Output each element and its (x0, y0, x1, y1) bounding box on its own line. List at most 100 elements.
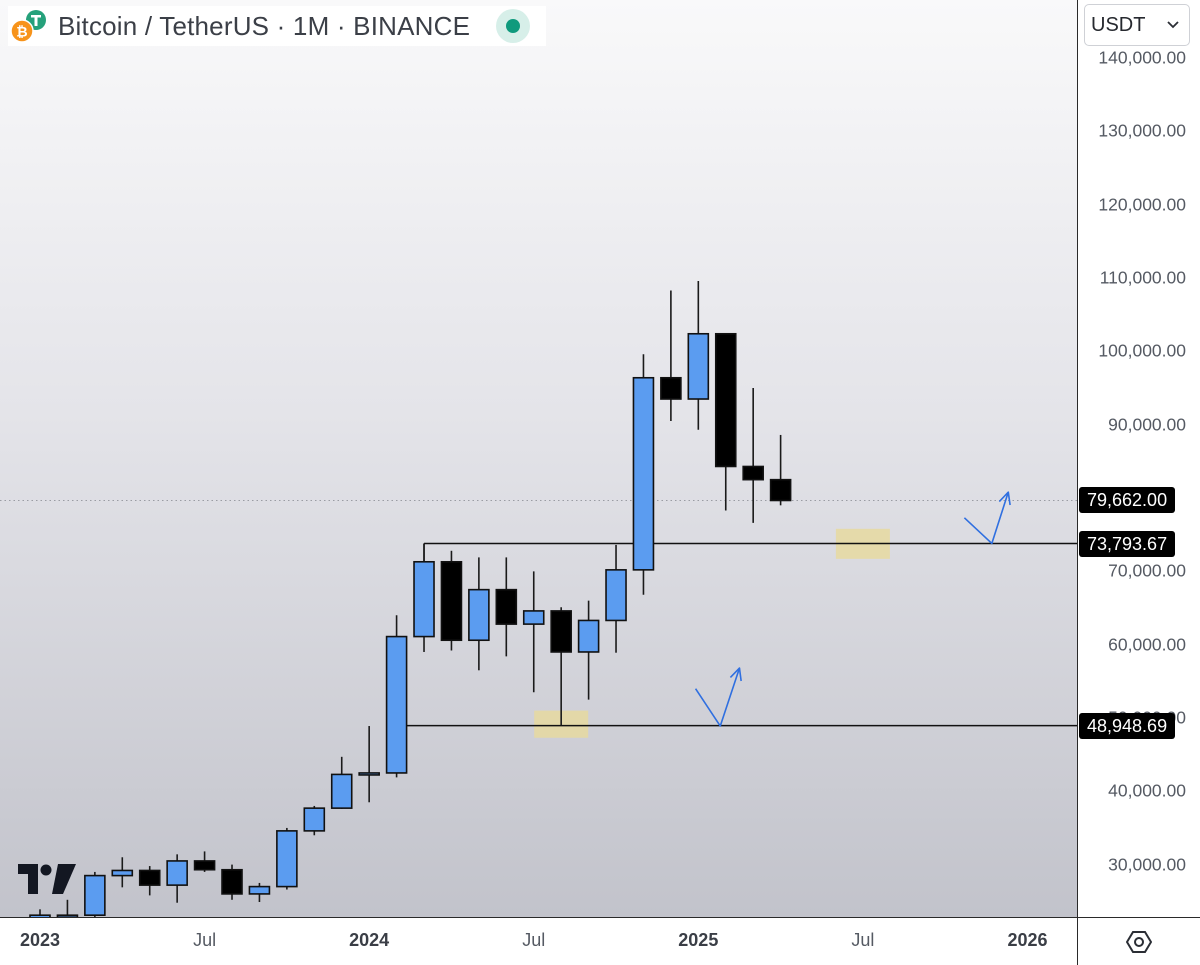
candle-2023-03 (84, 871, 106, 917)
candle-body-up (468, 588, 490, 642)
y-tick-label: 130,000.00 (1098, 120, 1186, 141)
candle-body-down (440, 560, 463, 642)
projection-arrow-1 (963, 491, 1011, 545)
candle-body-up (303, 807, 326, 832)
candle-body-down (495, 588, 518, 625)
candle-body-down (550, 610, 572, 653)
y-tick-label: 110,000.00 (1099, 267, 1186, 288)
y-tick-label: 120,000.00 (1098, 194, 1186, 215)
candle-body-up (522, 610, 545, 625)
candle-body-up (29, 914, 51, 917)
candle-2024-07 (522, 571, 545, 693)
candle-body-down (221, 868, 243, 895)
settings-corner[interactable] (1077, 917, 1200, 965)
candle-body-down (714, 332, 737, 468)
candle-2023-05 (138, 866, 161, 896)
candle-body-up (413, 560, 435, 638)
time-axis[interactable]: 2023 Jul 2024 Jul 2025 Jul 2026 (0, 917, 1077, 965)
chevron-down-icon (1167, 21, 1179, 29)
price-tag: 48,948.69 (1079, 712, 1176, 739)
x-tick-label: 2023 (19, 930, 61, 950)
candle-2023-02 (56, 899, 79, 917)
projection-arrow-0 (694, 667, 742, 727)
y-tick-label: 60,000.00 (1108, 634, 1186, 655)
market-status-indicator[interactable] (496, 9, 531, 43)
y-tick-label: 70,000.00 (1108, 560, 1186, 581)
chart-area[interactable] (0, 0, 1077, 917)
candle-body-down (193, 860, 216, 871)
candle-2024-10 (605, 544, 627, 653)
candle-2025-03 (742, 388, 764, 523)
candle-body-down (769, 478, 792, 502)
arrow-path (963, 491, 1010, 545)
candle-2024-11 (632, 354, 655, 595)
level-line-1 (395, 724, 1077, 744)
candle-2023-01 (29, 909, 51, 917)
pair-icons: ₿ (8, 9, 48, 43)
candle-2024-12 (660, 290, 682, 422)
candle-body-up (385, 635, 408, 774)
candle-2023-11 (303, 805, 326, 836)
candle-body-up (56, 914, 79, 917)
currency-label: USDT (1091, 13, 1146, 36)
arrow-head (998, 491, 1011, 506)
price-tag: 79,662.00 (1079, 487, 1176, 514)
candle-2024-05 (468, 557, 490, 671)
y-tick-label: 90,000.00 (1108, 414, 1186, 435)
candlestick-chart[interactable] (0, 0, 1077, 917)
candle-body-up (632, 376, 655, 571)
price-axis[interactable]: 30,000.0040,000.0050,000.0060,000.0070,0… (1077, 0, 1200, 917)
candle-2025-02 (714, 332, 737, 511)
symbol-legend: ₿ Bitcoin / TetherUS · 1M · BINANCE (8, 6, 547, 46)
candle-body-down (138, 869, 161, 886)
candle-2024-06 (495, 557, 518, 657)
candle-2023-06 (166, 854, 188, 903)
level-line-0 (423, 542, 1077, 562)
candle-body-up (84, 874, 106, 916)
price-tag: 73,793.67 (1079, 530, 1176, 557)
x-tick-label: Jul (851, 930, 875, 950)
candle-2024-03 (413, 543, 435, 652)
candle-2025-04 (769, 434, 792, 506)
x-tick-label: 2024 (349, 930, 390, 950)
candle-2025-01 (687, 280, 710, 430)
y-tick-label: 30,000.00 (1108, 854, 1186, 875)
candle-2024-08 (550, 607, 572, 726)
candle-body-up (358, 772, 380, 776)
hexagon-settings-icon[interactable] (1126, 929, 1152, 955)
candle-body-down (742, 465, 764, 481)
x-tick-label: 2026 (1007, 930, 1048, 950)
candle-2024-02 (385, 615, 408, 778)
candle-2024-04 (440, 550, 463, 651)
y-tick-label: 100,000.00 (1098, 340, 1186, 361)
tradingview-logo-icon[interactable] (18, 864, 76, 896)
candle-body-up (166, 860, 188, 886)
candle-body-up (577, 619, 600, 653)
candle-body-up (605, 569, 627, 622)
candle-2024-09 (577, 600, 600, 700)
arrow-path (694, 667, 741, 727)
arrow-head (729, 667, 742, 682)
candle-body-up (111, 869, 134, 877)
candle-2023-08 (221, 864, 243, 900)
candle-2023-12 (330, 756, 353, 809)
y-tick-label: 40,000.00 (1108, 780, 1186, 801)
candle-2024-01 (358, 726, 380, 803)
currency-select[interactable]: USDT (1084, 4, 1190, 46)
candle-2023-10 (276, 827, 298, 890)
candle-body-up (687, 332, 710, 400)
candle-body-up (276, 830, 298, 888)
symbol-title: Bitcoin / TetherUS · 1M · BINANCE (58, 10, 471, 41)
candle-2023-09 (248, 882, 271, 902)
candle-2023-04 (111, 857, 134, 888)
candle-body-down (660, 376, 682, 400)
x-tick-label: 2025 (678, 930, 719, 950)
svg-text:₿: ₿ (16, 25, 27, 41)
bitcoin-icon: ₿ (10, 19, 34, 43)
y-tick-label: 140,000.00 (1098, 47, 1186, 68)
candle-body-up (248, 885, 271, 895)
x-tick-label: Jul (193, 930, 217, 950)
x-tick-label: Jul (522, 930, 546, 950)
candle-2023-07 (193, 851, 216, 872)
candle-body-up (330, 773, 353, 809)
